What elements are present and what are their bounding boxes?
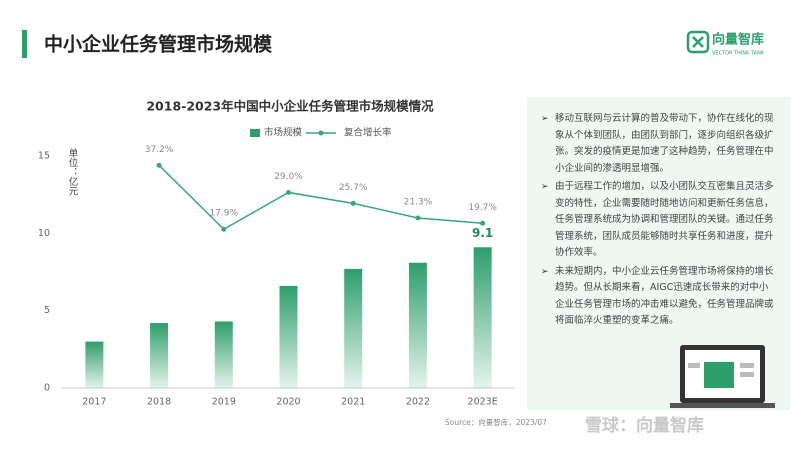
line [158,164,483,231]
bar-value-label: 9.1 [472,226,493,240]
y-tick-label: 10 [38,228,50,239]
legend-swatch [250,129,260,137]
watermark: 雪球：向量智库 [585,415,704,436]
line-value-label: 25.7% [339,183,368,193]
bullet-list: 移动互联网与云计算的普及带动下，协作在线化的现象从个体到团队，由团队到部门，逐步… [527,97,790,330]
bullet: 未来短期内，中小企业云任务管理市场将保持的增长趋势。但从长期来看，AIGC迅速成… [541,264,774,330]
title-accent [22,30,27,58]
line-value-label: 17.9% [209,209,238,219]
line-point [286,189,291,195]
line-value-label: 37.2% [145,145,174,155]
line-point [480,220,486,226]
y-tick-label: 0 [44,383,50,394]
line-value-label: 29.0% [274,172,303,182]
text-panel: 移动互联网与云计算的普及带动下，协作在线化的现象从个体到团队，由团队到部门，逐步… [527,97,790,410]
bullet: 由于远程工作的增加，以及小团队交互密集且灵活多变的特性，企业需要随时随地访问和更… [541,179,774,262]
x-tick-label: 2021 [341,397,365,408]
bullet: 移动互联网与云计算的普及带动下，协作在线化的现象从个体到团队，由团队到部门，逐步… [541,111,774,177]
bar [85,341,104,388]
bar [408,262,427,388]
y-tick-label: 5 [44,305,50,316]
x-tick-label: 2023E [468,397,498,408]
line-point [156,162,162,168]
logo-subtitle: VECTOR THINK TANK [712,51,765,57]
x-tick-label: 2022 [406,397,430,408]
line-point [415,215,421,221]
bar [150,323,169,388]
page-title: 中小企业任务管理市场规模 [44,33,273,56]
x-tick-label: 2017 [82,397,106,408]
line-point [350,200,356,206]
x-tick-label: 2020 [276,397,300,408]
laptop-illustration [670,345,775,408]
x-tick-label: 2019 [212,397,236,408]
legend-label: 复合增长率 [344,127,392,139]
source: Source：向量智库，2023/07 [445,417,547,427]
y-tick-label: 15 [38,151,50,162]
logo [686,30,710,54]
bar [344,268,363,388]
legend-swatch [318,130,324,136]
y-axis-label: 单位：亿元 [67,147,79,196]
line-value-label: 19.7% [468,203,497,213]
bar [279,285,298,388]
bar [473,247,492,388]
line-point [221,226,227,232]
bar [214,321,233,388]
legend-label: 市场规模 [264,127,303,139]
chart-title: 2018-2023年中国中小企业任务管理市场规模情况 [146,99,434,114]
logo-text: 向量智库 [712,32,764,48]
line-value-label: 21.3% [404,197,433,207]
x-tick-label: 2018 [147,397,171,408]
